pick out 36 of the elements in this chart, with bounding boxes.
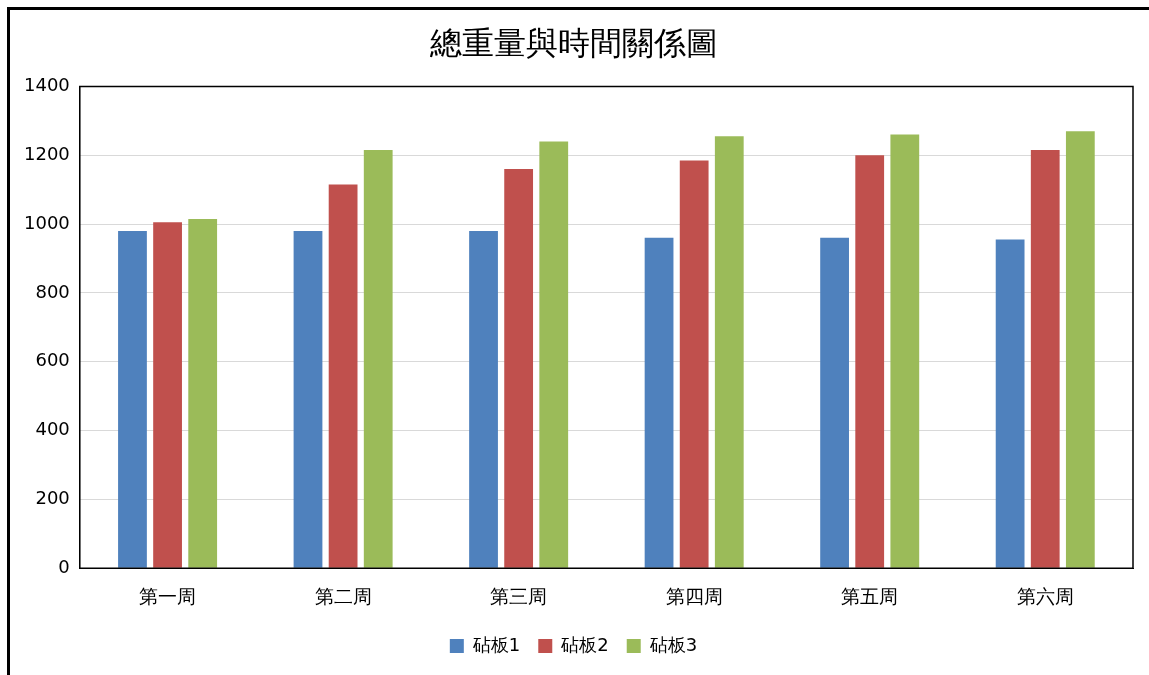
- bar: [855, 155, 885, 568]
- y-tick-label: 1000: [24, 211, 70, 233]
- x-tick-label: 第五周: [841, 584, 899, 607]
- x-tick-label: 第六周: [1016, 584, 1074, 607]
- legend-label: 砧板3: [648, 633, 698, 655]
- bar: [820, 237, 849, 568]
- legend-label: 砧板1: [471, 633, 521, 655]
- bar: [153, 222, 182, 568]
- bar: [469, 230, 498, 568]
- bar: [118, 230, 147, 568]
- bar: [188, 218, 218, 568]
- y-tick-label: 600: [35, 349, 70, 371]
- y-tick-label: 400: [35, 418, 70, 440]
- bar: [644, 237, 674, 568]
- bar: [363, 150, 393, 568]
- x-tick-label: 第四周: [665, 584, 723, 607]
- bar: [714, 136, 744, 568]
- chart-title: 總重量與時間關係圖: [428, 23, 718, 62]
- bar: [504, 168, 534, 568]
- x-tick-label: 第一周: [139, 584, 197, 607]
- bar: [328, 184, 358, 568]
- bar: [293, 230, 323, 568]
- x-tick-label: 第二周: [314, 584, 372, 607]
- bar: [539, 141, 569, 568]
- y-tick-label: 800: [35, 280, 70, 302]
- bar: [679, 160, 709, 568]
- bar: [890, 134, 920, 568]
- bar: [1065, 131, 1095, 568]
- y-tick-label: 200: [35, 487, 70, 509]
- y-tick-label: 1400: [24, 74, 70, 96]
- bar: [1030, 150, 1060, 568]
- y-tick-label: 1200: [24, 142, 70, 164]
- legend-label: 砧板2: [560, 633, 609, 655]
- y-tick-label: 0: [58, 555, 70, 577]
- bar: [995, 239, 1025, 568]
- x-tick-label: 第三周: [490, 584, 548, 607]
